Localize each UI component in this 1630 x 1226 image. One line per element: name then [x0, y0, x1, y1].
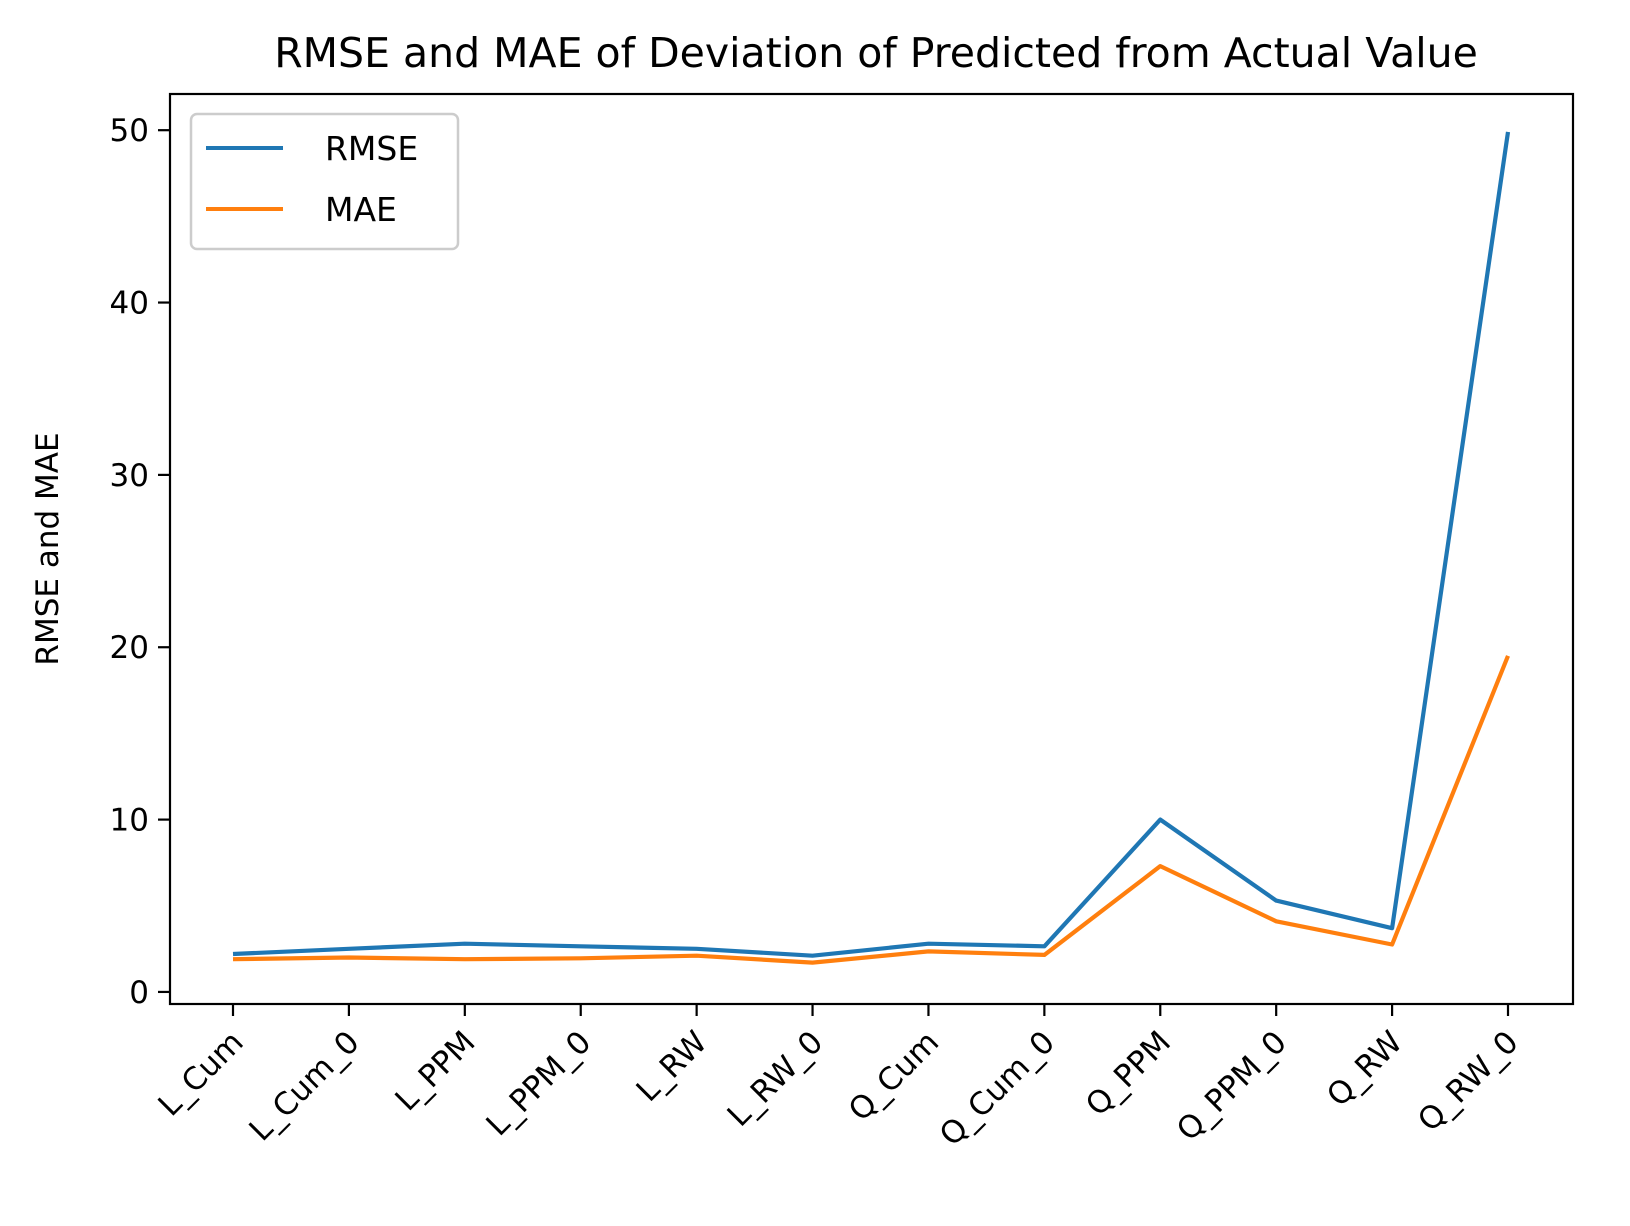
legend-label-mae: MAE: [325, 190, 397, 229]
y-tick-label: 50: [110, 113, 149, 149]
x-tick-label: L_RW_0: [721, 1024, 831, 1134]
x-tick-label: L_PPM_0: [479, 1024, 598, 1143]
y-tick-label: 10: [110, 803, 149, 839]
y-tick-label: 20: [110, 630, 149, 666]
y-axis-label: RMSE and MAE: [30, 432, 66, 665]
plot-frame: [168, 92, 1575, 1006]
x-tick-label: L_PPM: [388, 1024, 482, 1118]
y-tick-label: 40: [110, 286, 149, 322]
x-tick-label: L_Cum: [151, 1024, 250, 1123]
x-tick-label: L_Cum_0: [242, 1024, 366, 1148]
legend: RMSE MAE: [189, 112, 460, 251]
x-tick-label: Q_RW: [1320, 1024, 1410, 1114]
y-tick-label: 30: [110, 458, 149, 494]
x-tick-label: Q_PPM: [1079, 1024, 1178, 1123]
y-tick-label: 0: [129, 975, 149, 1011]
chart-title: RMSE and MAE of Deviation of Predicted f…: [274, 29, 1478, 77]
y-axis-ticks: 0 10 20 30 40 50: [110, 113, 170, 1011]
x-tick-label: L_RW: [630, 1024, 715, 1109]
series-line-rmse: [232, 131, 1511, 958]
series-layer: [232, 131, 1511, 965]
x-tick-label: Q_Cum_0: [933, 1024, 1062, 1153]
x-tick-label: Q_RW_0: [1411, 1024, 1526, 1139]
series-line-mae: [232, 655, 1510, 965]
x-tick-label: Q_PPM_0: [1170, 1024, 1294, 1148]
legend-label-rmse: RMSE: [325, 129, 418, 168]
x-tick-label: Q_Cum: [842, 1024, 946, 1128]
